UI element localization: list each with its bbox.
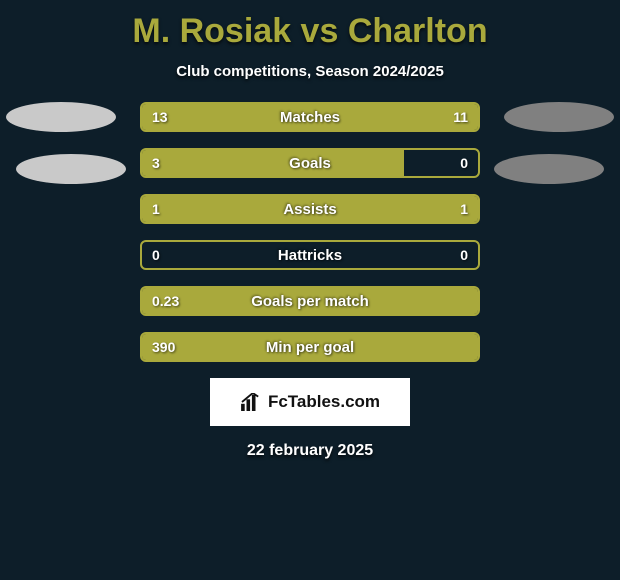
player-right-badge-2 — [494, 154, 604, 184]
bar-fill-right — [310, 196, 478, 222]
bar-fill-left — [142, 104, 323, 130]
player-left-badge-1 — [6, 102, 116, 132]
stat-row: 0 0Hattricks — [140, 240, 480, 270]
brand-label: FcTables.com — [268, 392, 380, 412]
stat-row: 11Assists — [140, 194, 480, 224]
stat-value-right: 0 — [460, 150, 468, 176]
bar-list: 1311Matches30Goals11Assists00Hattricks0.… — [140, 102, 480, 362]
stat-label: Hattricks — [142, 242, 478, 268]
date-label: 22 february 2025 — [0, 442, 620, 460]
stat-value-left: 0 — [152, 242, 160, 268]
stat-row: 30Goals — [140, 148, 480, 178]
bar-fill-right — [323, 104, 478, 130]
bar-fill-left — [142, 196, 310, 222]
subtitle: Club competitions, Season 2024/2025 — [0, 63, 620, 80]
bar-fill-left — [142, 150, 404, 176]
chart-icon — [240, 393, 262, 411]
player-right-badge-1 — [504, 102, 614, 132]
bar-fill-left — [142, 288, 478, 314]
comparison-chart: 1311Matches30Goals11Assists00Hattricks0.… — [0, 102, 620, 362]
brand-box[interactable]: FcTables.com — [210, 378, 410, 426]
bar-fill-left — [142, 334, 478, 360]
stat-row: 0.23Goals per match — [140, 286, 480, 316]
player-left-badge-2 — [16, 154, 126, 184]
page-title: M. Rosiak vs Charlton — [0, 0, 620, 51]
stat-value-right: 0 — [460, 242, 468, 268]
stat-row: 390Min per goal — [140, 332, 480, 362]
stat-row: 1311Matches — [140, 102, 480, 132]
